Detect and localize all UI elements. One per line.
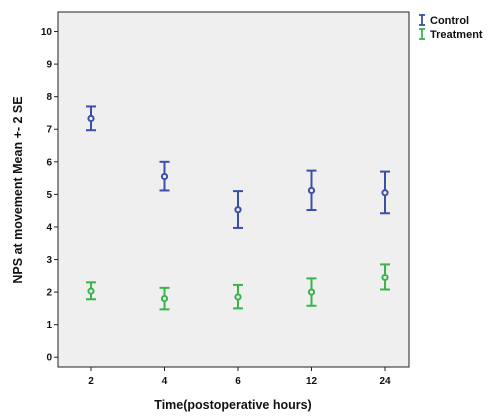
x-axis-title: Time(postoperative hours) [154, 398, 311, 412]
y-tick-label: 2 [46, 288, 52, 299]
x-tick-label: 24 [379, 376, 391, 387]
y-tick-label: 7 [46, 125, 52, 136]
y-tick-label: 10 [41, 27, 53, 38]
y-tick-label: 8 [46, 92, 52, 103]
mean-point [307, 186, 316, 195]
mean-point [234, 206, 242, 214]
y-tick-label: 9 [46, 60, 52, 71]
y-tick-label: 6 [46, 157, 52, 168]
mean-point [87, 287, 95, 295]
series-treatment [86, 263, 390, 311]
y-tick-label: 3 [46, 255, 52, 266]
legend-label: Control [430, 15, 469, 27]
y-tick-label: 4 [46, 222, 52, 233]
series-layer [86, 105, 390, 311]
x-axis: 2 4 6 12 24 [88, 367, 391, 387]
x-tick-label: 6 [235, 376, 241, 387]
legend: Control Treatment [419, 14, 483, 41]
mean-point [234, 293, 242, 301]
plot-area [57, 11, 410, 368]
x-tick-label: 4 [162, 376, 168, 387]
mean-point [381, 273, 389, 282]
y-axis-title: NPS at movement Mean +- 2 SE [11, 96, 25, 283]
y-tick-label: 1 [46, 320, 52, 331]
legend-label: Treatment [430, 29, 483, 41]
mean-point [381, 189, 389, 197]
mean-point [307, 288, 316, 296]
mean-point [160, 172, 169, 181]
mean-point [160, 295, 169, 303]
series-control [86, 105, 390, 229]
x-tick-label: 2 [88, 376, 94, 387]
y-tick-label: 0 [46, 353, 52, 364]
mean-point [87, 114, 95, 123]
y-axis: 0 1 2 3 4 5 6 7 8 9 10 [41, 27, 58, 364]
y-tick-label: 5 [46, 190, 52, 201]
x-tick-label: 12 [306, 376, 318, 387]
